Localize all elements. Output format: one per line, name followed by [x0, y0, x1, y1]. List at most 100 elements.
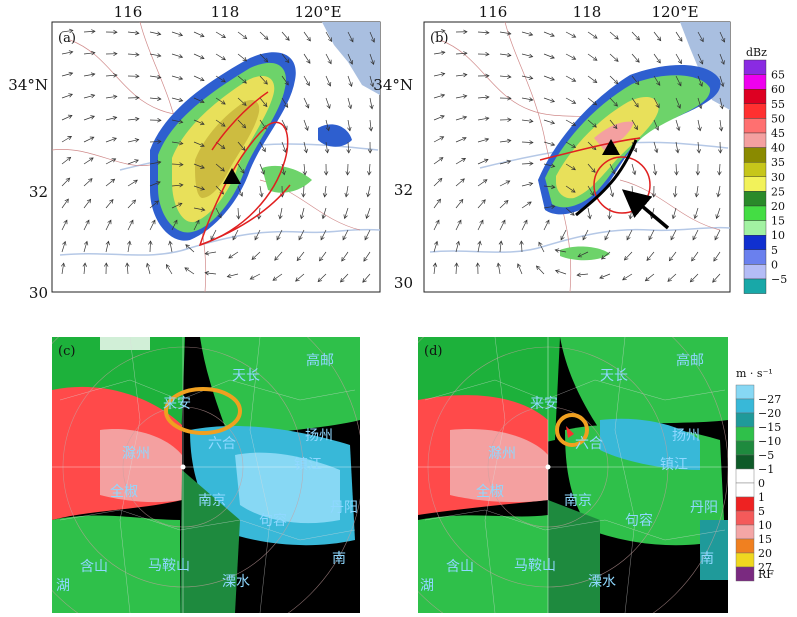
velocity-colorbar-swatch: [735, 440, 755, 456]
dbz-colorbar-swatch: [743, 264, 767, 280]
wind-streamlines: [432, 29, 726, 283]
highlight-ellipse: [164, 387, 242, 435]
city-label: 滁州: [488, 446, 516, 462]
velocity-colorbar-swatch: [735, 566, 755, 582]
velocity-colorbar-label: −27: [758, 393, 781, 406]
dbz-colorbar-swatch: [743, 176, 767, 192]
city-label: 马鞍山: [514, 558, 556, 574]
velocity-colorbar-swatch: [735, 426, 755, 442]
city-label: 句容: [259, 512, 287, 529]
city-label: 南: [700, 551, 714, 567]
radar-center-dot: [180, 464, 186, 470]
velocity-field: [418, 337, 728, 613]
dbz-colorbar-swatch: [743, 74, 767, 90]
city-label: 来安: [530, 396, 558, 412]
city-label: 湖: [420, 578, 434, 594]
panel-a-lon-tick-2: 118: [211, 3, 240, 21]
velocity-colorbar-swatch: [735, 454, 755, 470]
radar-echo: [150, 52, 352, 241]
wind-streamlines: [60, 28, 376, 283]
radar-site-marker: [223, 168, 241, 184]
dbz-colorbar-label: 35: [771, 156, 785, 169]
dbz-colorbar-swatch: [743, 59, 767, 75]
city-label: 南京: [198, 493, 226, 509]
panel-d-label: (d): [424, 344, 442, 359]
dbz-colorbar-label: 0: [771, 258, 778, 271]
velocity-colorbar-label: −1: [758, 463, 774, 476]
velocity-colorbar-label: −5: [758, 449, 774, 462]
dbz-colorbar-swatch: [743, 278, 767, 294]
dbz-colorbar-label: 5: [771, 244, 778, 257]
city-label: 来安: [163, 396, 191, 412]
city-label: 丹阳: [330, 500, 358, 516]
city-label: 高邮: [676, 352, 704, 369]
velocity-colorbar-label: 20: [758, 547, 772, 560]
dbz-colorbar-swatch: [743, 103, 767, 119]
panel-c-label: (c): [58, 344, 75, 359]
panel-a-lat-tick-3: 30: [29, 284, 48, 302]
velocity-colorbar-label: 10: [758, 519, 772, 532]
panel-a-lat-tick-1: 34°N: [8, 76, 48, 94]
velocity-colorbar-swatch: [735, 384, 755, 400]
panel-a: (a) 116 118 120°E 34°N 32 30: [8, 3, 381, 302]
velocity-colorbar-label: −20: [758, 407, 781, 420]
dbz-colorbar-swatch: [743, 161, 767, 177]
dbz-colorbar-swatch: [743, 234, 767, 250]
dbz-colorbar-swatch: [743, 249, 767, 265]
dbz-colorbar-label: 50: [771, 112, 785, 125]
velocity-colorbar-label: −10: [758, 435, 781, 448]
velocity-colorbar-label: 27: [758, 561, 772, 574]
velocity-field: [52, 337, 360, 613]
panel-b-label: (b): [430, 31, 448, 46]
city-label: 滁州: [122, 446, 150, 462]
city-label: 湖: [56, 578, 70, 594]
velocity-colorbar-label: 1: [758, 491, 765, 504]
county-borders: [424, 337, 726, 613]
dbz-colorbar-label: 15: [771, 215, 785, 228]
city-label: 扬州: [672, 428, 700, 444]
velocity-colorbar-label: −15: [758, 421, 781, 434]
velocity-couplet: [566, 426, 574, 438]
city-label: 含山: [80, 559, 108, 575]
dbz-colorbar-swatch: [743, 132, 767, 148]
dbz-colorbar-swatch: [743, 191, 767, 207]
dbz-colorbar-label: 55: [771, 98, 785, 111]
panel-b-lon-tick-1: 116: [479, 3, 508, 21]
dbz-colorbar-swatch: [743, 147, 767, 163]
city-label: 全椒: [476, 483, 504, 500]
velocity-colorbar-swatch: [735, 398, 755, 414]
velocity-colorbar-swatch: [735, 482, 755, 498]
dbz-colorbar-label: 30: [771, 171, 785, 184]
city-label: 镇江: [660, 457, 688, 473]
city-label: 溧水: [588, 574, 616, 590]
velocity-colorbar-swatch: [735, 468, 755, 484]
dbz-colorbar-label: 25: [771, 185, 785, 198]
velocity-colorbar-swatch: [735, 496, 755, 512]
panel-a-lon-tick-1: 116: [114, 3, 143, 21]
dbz-colorbar-label: 20: [771, 200, 785, 213]
dbz-colorbar-swatch: [743, 220, 767, 236]
panel-a-lat-tick-2: 32: [29, 183, 48, 201]
city-label: 全椒: [110, 483, 138, 500]
city-label: 句容: [625, 512, 653, 529]
panel-a-lon-tick-3: 120°E: [294, 3, 341, 21]
dbz-colorbar-label: −5: [771, 273, 787, 286]
city-label: 六合: [208, 436, 236, 452]
velocity-colorbar-label: 0: [758, 477, 765, 490]
dbz-colorbar-label: 65: [771, 69, 785, 82]
dbz-colorbar-unit: dBz: [746, 46, 767, 59]
panel-b-lon-tick-3: 120°E: [651, 3, 698, 21]
city-label: 马鞍山: [148, 558, 190, 574]
velocity-colorbar-swatch: [735, 412, 755, 428]
panel-b-lon-tick-2: 118: [573, 3, 602, 21]
velocity-colorbar-swatch: [735, 524, 755, 540]
city-label: 丹阳: [690, 500, 718, 516]
sea-area: [322, 22, 380, 95]
velocity-colorbar-unit: m · s⁻¹: [736, 367, 773, 380]
city-label: 天长: [600, 368, 628, 384]
velocity-colorbar-label: 5: [758, 505, 765, 518]
city-label: 扬州: [305, 428, 333, 444]
